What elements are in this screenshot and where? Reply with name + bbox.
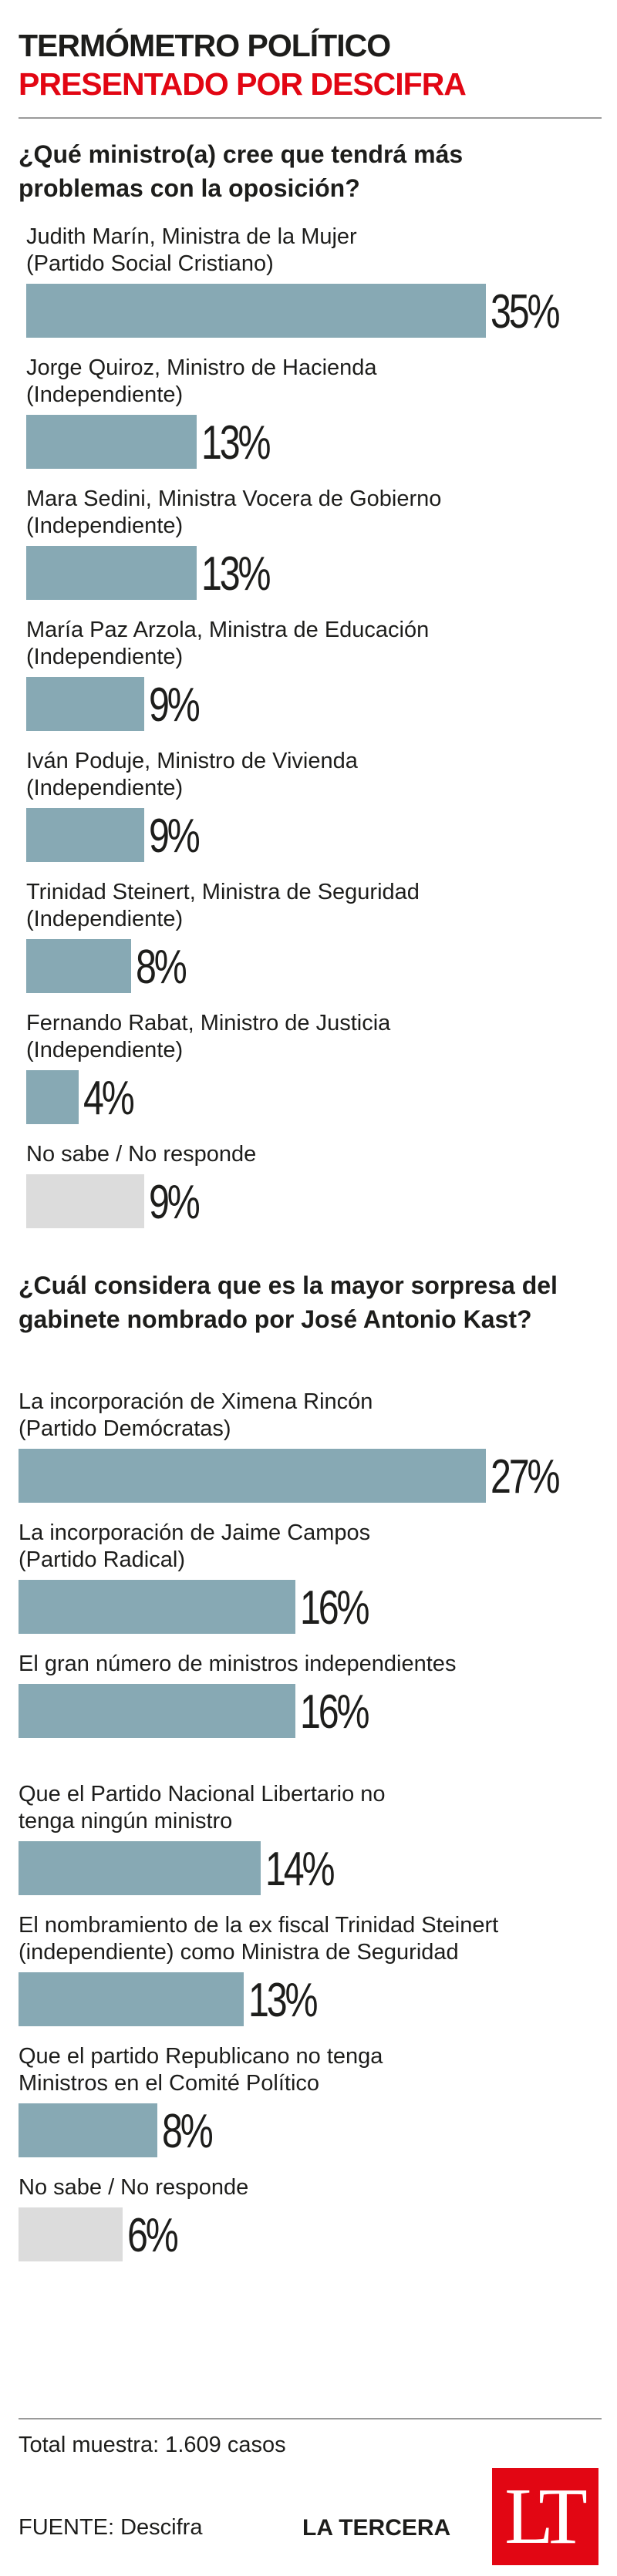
bar-label-line: Fernando Rabat, Ministro de Justicia: [26, 1011, 391, 1035]
bar-label-line: (Partido Radical): [19, 1547, 185, 1572]
bar-label-line: La incorporación de Ximena Rincón: [19, 1389, 373, 1414]
value-label: 8%: [136, 941, 187, 994]
bar-label-line: Que el Partido Nacional Libertario no: [19, 1782, 386, 1807]
bar-label: Jorge Quiroz, Ministro de Hacienda (Indep…: [26, 355, 597, 409]
bar-label-line: No sabe / No responde: [19, 2175, 249, 2200]
sample-size: Total muestra: 1.609 casos: [19, 2433, 286, 2457]
bar-label-line: (Partido Demócratas): [19, 1416, 231, 1441]
bar-label-line: (Independiente): [26, 645, 184, 669]
bar-label: Trinidad Steinert, Ministra de Seguridad…: [26, 879, 597, 933]
bar-label: Judith Marín, Ministra de la Mujer (Parti…: [26, 224, 597, 278]
value-label: 13%: [201, 416, 271, 470]
bar-label-line: Judith Marín, Ministra de la Mujer: [26, 224, 357, 249]
bar-label: La incorporación de Ximena Rincón (Partid…: [19, 1389, 589, 1443]
logo-text: LT: [504, 2472, 587, 2561]
bar-label: La incorporación de Jaime Campos (Partido…: [19, 1520, 589, 1574]
bar: [19, 1972, 244, 2026]
value-label: 4%: [83, 1072, 135, 1125]
value-label: 35%: [491, 285, 561, 338]
bar-label-line: María Paz Arzola, Ministra de Educación: [26, 618, 430, 642]
bar-label-line: Mara Sedini, Ministra Vocera de Gobierno: [26, 487, 442, 511]
bar-label-line: Ministros en el Comité Político: [19, 2071, 320, 2096]
page-subtitle: PRESENTADO POR DESCIFRA: [19, 66, 467, 102]
bar: [26, 284, 486, 338]
bar-label-line: La incorporación de Jaime Campos: [19, 1520, 371, 1545]
bar-label-line: (Independiente): [26, 1038, 184, 1062]
bar-label: Iván Poduje, Ministro de Vivienda (Indepe…: [26, 748, 597, 802]
value-label: 8%: [162, 2105, 214, 2158]
bar-label-line: (Independiente): [26, 776, 184, 800]
bar-label-line: (independiente) como Ministra de Segurid…: [19, 1940, 459, 1965]
bar: [19, 1449, 486, 1503]
chart-title: ¿Cuál considera que es la mayor sorpresa…: [19, 1271, 558, 1333]
bar: [19, 1684, 295, 1738]
bar-label: Que el Partido Nacional Libertario no ten…: [19, 1781, 589, 1835]
la-tercera-logo: LT: [492, 2468, 598, 2565]
bar-label: Mara Sedini, Ministra Vocera de Gobierno…: [26, 486, 597, 540]
bar-label-line: (Independiente): [26, 382, 184, 407]
bar-label-line: No sabe / No responde: [26, 1142, 257, 1167]
bar-label: Que el partido Republicano no tenga Minis…: [19, 2043, 589, 2097]
bar-label-line: Trinidad Steinert, Ministra de Seguridad: [26, 880, 420, 904]
bar: [26, 808, 144, 862]
bar: [26, 546, 197, 600]
bar-label: No sabe / No responde: [26, 1141, 597, 1168]
bar: [26, 1174, 144, 1228]
bar: [19, 1841, 261, 1895]
bar: [19, 1580, 295, 1634]
page-title: TERMÓMETRO POLÍTICO: [19, 28, 391, 63]
bar: [26, 939, 131, 993]
bar-label-line: (Independiente): [26, 907, 184, 931]
value-label: 13%: [248, 1974, 319, 2027]
bar-label-line: tenga ningún ministro: [19, 1809, 233, 1834]
value-label: 13%: [201, 547, 271, 601]
bar-label-line: Jorge Quiroz, Ministro de Hacienda: [26, 355, 377, 380]
bar: [19, 2207, 123, 2261]
bar-label-line: (Partido Social Cristiano): [26, 251, 274, 276]
value-label: 16%: [300, 1685, 370, 1739]
bar-label-line: Iván Poduje, Ministro de Vivienda: [26, 749, 358, 773]
brand-name: LA TERCERA: [302, 2515, 451, 2541]
bar: [19, 2103, 157, 2157]
header: TERMÓMETRO POLÍTICO PRESENTADO POR DESCI…: [19, 26, 602, 103]
bar: [26, 1070, 79, 1124]
value-label: 27%: [491, 1450, 561, 1504]
bar-label-line: (Independiente): [26, 514, 184, 538]
bar-label-line: El gran número de ministros independient…: [19, 1652, 457, 1676]
bar: [26, 677, 144, 731]
bar-label: María Paz Arzola, Ministra de Educación (…: [26, 617, 597, 671]
value-label: 9%: [149, 679, 201, 732]
bar-label-line: Que el partido Republicano no tenga: [19, 2044, 383, 2069]
bar-label: El gran número de ministros independient…: [19, 1651, 589, 1678]
bar-label: No sabe / No responde: [19, 2174, 589, 2201]
bar-label-line: El nombramiento de la ex fiscal Trinidad…: [19, 1913, 499, 1938]
value-label: 9%: [149, 810, 201, 863]
chart-title: ¿Qué ministro(a) cree que tendrá más pro…: [19, 140, 464, 202]
value-label: 9%: [149, 1176, 201, 1229]
footer-divider: [19, 2418, 602, 2419]
value-label: 6%: [127, 2209, 179, 2262]
bar-label: El nombramiento de la ex fiscal Trinidad…: [19, 1912, 589, 1966]
bar: [26, 415, 197, 469]
header-divider: [19, 117, 602, 119]
bar-label: Fernando Rabat, Ministro de Justicia (Ind…: [26, 1010, 597, 1064]
value-label: 16%: [300, 1581, 370, 1635]
source: FUENTE: Descifra: [19, 2515, 203, 2540]
value-label: 14%: [265, 1843, 335, 1896]
